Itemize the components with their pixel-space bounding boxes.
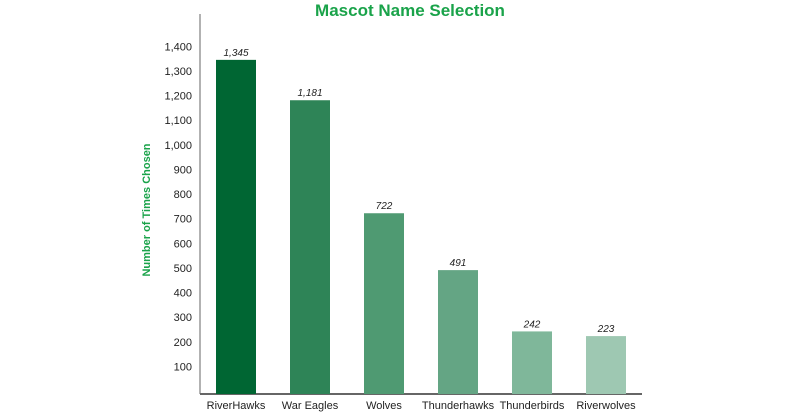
bar-wolves (364, 213, 404, 394)
y-tick-label: 600 (174, 238, 192, 250)
y-tick-label: 500 (174, 263, 192, 275)
y-tick-label: 1,000 (164, 140, 192, 152)
bar-riverwolves (586, 336, 626, 394)
data-label: 1,181 (297, 88, 322, 99)
y-tick-label: 900 (174, 164, 192, 176)
y-axis-label: Number of Times Chosen (141, 143, 153, 276)
bar-riverhawks (216, 59, 256, 395)
data-label: 491 (450, 258, 467, 269)
x-category-label: Wolves (366, 400, 402, 412)
y-tick-label: 1,100 (164, 115, 192, 127)
y-tick-label: 100 (174, 361, 192, 373)
y-tick-label: 1,400 (164, 41, 192, 53)
data-label: 223 (597, 324, 615, 335)
y-tick-label: 700 (174, 214, 192, 226)
bar-war-eagles (290, 100, 330, 395)
x-category-label: Thunderbirds (500, 400, 565, 412)
y-tick-label: 200 (174, 337, 192, 349)
x-category-label: RiverHawks (207, 400, 266, 412)
y-tick-label: 800 (174, 189, 192, 201)
chart-title: Mascot Name Selection (315, 1, 505, 20)
x-category-label: Thunderhawks (422, 400, 495, 412)
x-category-label: Riverwolves (576, 400, 636, 412)
x-category-label: War Eagles (282, 400, 339, 412)
data-label: 1,345 (223, 48, 248, 59)
y-tick-label: 1,200 (164, 91, 192, 103)
y-tick-label: 400 (174, 288, 192, 300)
bar-thunderhawks (438, 270, 478, 394)
bar-thunderbirds (512, 331, 552, 394)
y-tick-label: 1,300 (164, 66, 192, 78)
data-label: 722 (376, 201, 393, 212)
y-tick-label: 300 (174, 312, 192, 324)
data-label: 242 (523, 319, 541, 330)
